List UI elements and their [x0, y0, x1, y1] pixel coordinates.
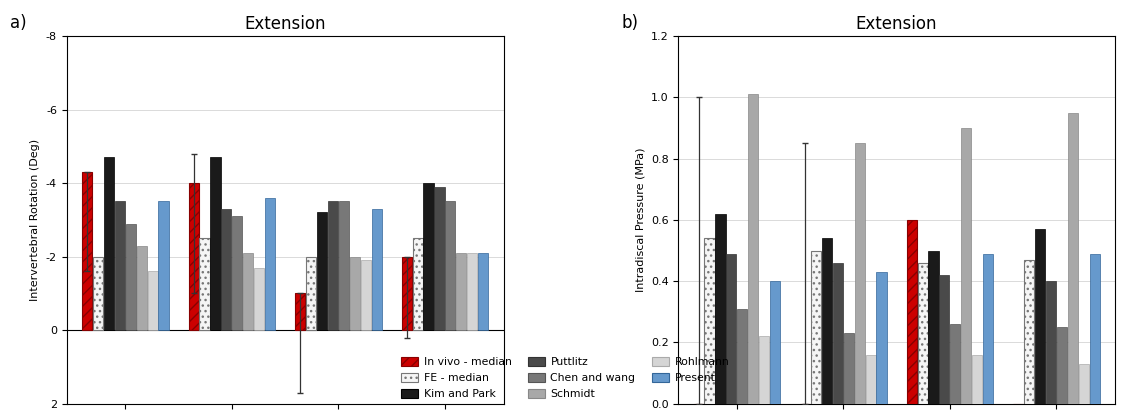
Bar	[866, 355, 876, 404]
Bar	[983, 253, 993, 404]
Bar	[266, 198, 276, 330]
Bar	[737, 309, 747, 404]
Bar	[125, 224, 136, 330]
Bar	[306, 257, 316, 330]
Bar	[950, 324, 960, 404]
Bar	[148, 272, 158, 330]
Bar	[349, 257, 359, 330]
Bar	[243, 253, 253, 330]
Bar	[445, 201, 455, 330]
Bar	[918, 263, 928, 404]
Y-axis label: Intervertebral Rotation (Deg): Intervertebral Rotation (Deg)	[31, 139, 41, 301]
Bar	[833, 263, 843, 404]
Bar	[254, 268, 264, 330]
Bar	[748, 94, 758, 404]
Bar	[457, 253, 467, 330]
Bar	[1046, 281, 1057, 404]
Bar	[467, 253, 477, 330]
Bar	[704, 238, 714, 404]
Title: Extension: Extension	[855, 15, 938, 33]
Bar	[962, 128, 972, 404]
Bar	[316, 213, 327, 330]
Bar	[189, 183, 199, 330]
Y-axis label: Intradiscal Pressure (MPa): Intradiscal Pressure (MPa)	[635, 147, 645, 292]
Bar	[328, 201, 338, 330]
Bar	[424, 183, 434, 330]
Bar	[339, 201, 349, 330]
Bar	[727, 253, 737, 404]
Bar	[822, 238, 832, 404]
Bar	[200, 238, 210, 330]
Bar	[1057, 327, 1067, 404]
Bar	[1068, 112, 1078, 404]
Bar	[877, 272, 887, 404]
Bar	[906, 220, 916, 404]
Bar	[1079, 364, 1089, 404]
Bar	[221, 209, 232, 330]
Bar	[939, 275, 949, 404]
Bar	[972, 355, 982, 404]
Bar	[478, 253, 488, 330]
Title: Extension: Extension	[244, 15, 325, 33]
Bar	[93, 257, 103, 330]
Bar	[434, 187, 444, 330]
Bar	[137, 246, 147, 330]
Text: a): a)	[10, 14, 27, 32]
Bar	[295, 293, 305, 330]
Bar	[1089, 253, 1099, 404]
Bar	[1035, 229, 1045, 404]
Legend: In vivo - median, FE - median, Kim and Park, Puttlitz, Chen and wang, Schmidt, R: In vivo - median, FE - median, Kim and P…	[398, 353, 732, 403]
Bar	[929, 250, 939, 404]
Bar	[844, 333, 854, 404]
Bar	[115, 201, 125, 330]
Bar	[412, 238, 423, 330]
Bar	[715, 214, 725, 404]
Bar	[1024, 260, 1034, 404]
Bar	[210, 157, 220, 330]
Bar	[360, 260, 371, 330]
Bar	[811, 250, 822, 404]
Bar	[401, 257, 411, 330]
Bar	[759, 336, 770, 404]
Bar	[770, 281, 780, 404]
Text: b): b)	[622, 14, 638, 32]
Bar	[104, 157, 114, 330]
Bar	[854, 143, 864, 404]
Bar	[372, 209, 382, 330]
Bar	[233, 216, 243, 330]
Bar	[158, 201, 168, 330]
Bar	[82, 172, 93, 330]
